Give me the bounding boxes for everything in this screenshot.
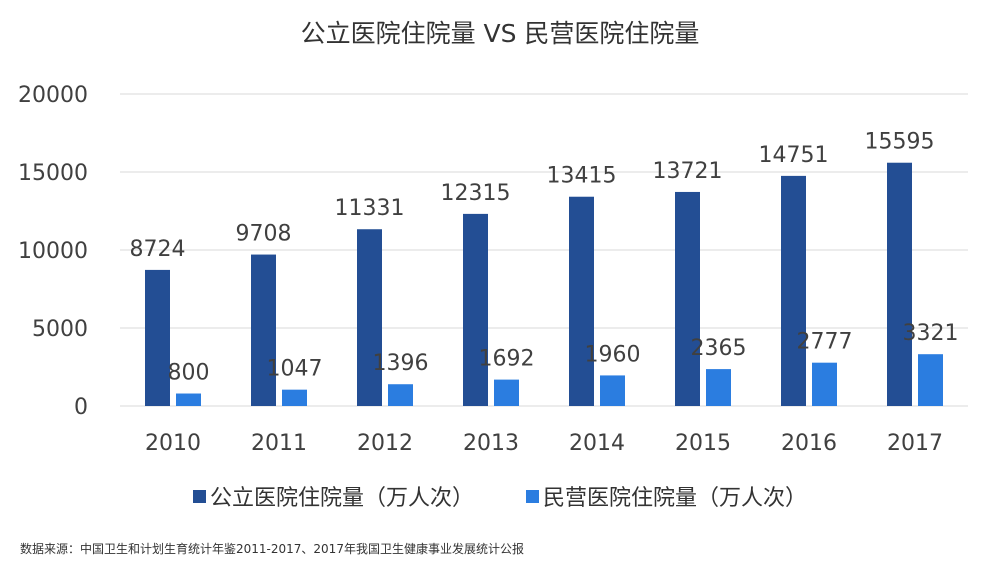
bar-public [887, 162, 912, 406]
bar-private [918, 354, 943, 406]
legend-item-private: 民营医院住院量（万人次） [526, 480, 807, 512]
bar-private [600, 375, 625, 406]
data-label: 14751 [759, 143, 829, 168]
legend-item-public: 公立医院住院量（万人次） [192, 480, 474, 512]
data-label: 15595 [865, 130, 935, 155]
x-tick-label: 2017 [887, 431, 943, 456]
bar-public [569, 196, 594, 406]
data-label: 11331 [335, 196, 405, 221]
data-label: 13721 [653, 159, 723, 184]
data-label: 12315 [441, 181, 511, 206]
x-tick-label: 2013 [463, 431, 519, 456]
data-label: 2365 [691, 336, 747, 361]
bar-private [812, 362, 837, 406]
bar-public [675, 191, 700, 406]
y-tick-label: 20000 [18, 83, 88, 108]
y-tick-label: 10000 [18, 239, 88, 264]
bar-public [781, 175, 806, 406]
x-tick-label: 2010 [145, 431, 201, 456]
data-label: 2777 [797, 330, 853, 355]
x-tick-label: 2016 [781, 431, 837, 456]
data-label: 1047 [267, 357, 323, 382]
bar-private [494, 379, 519, 406]
bar-private [706, 369, 731, 406]
data-label: 9708 [236, 222, 292, 247]
bar-private [388, 384, 413, 406]
bar-public [145, 269, 170, 406]
x-tick-label: 2014 [569, 431, 625, 456]
legend-label-public: 公立医院住院量（万人次） [209, 486, 474, 511]
legend-label-private: 民营医院住院量（万人次） [543, 486, 808, 511]
legend-swatch-public [192, 489, 206, 503]
data-label: 1396 [373, 351, 429, 376]
legend-swatch-private [526, 489, 539, 503]
legend: 公立医院住院量（万人次） 民营医院住院量（万人次） [0, 480, 1000, 512]
data-label: 3321 [903, 321, 959, 346]
data-label: 8724 [130, 237, 186, 262]
x-tick-label: 2011 [251, 431, 307, 456]
chart-title: 公立医院住院量 VS 民营医院住院量 [300, 19, 700, 48]
bar-private [176, 393, 201, 406]
data-label: 1692 [479, 347, 535, 372]
bar-public [463, 213, 488, 406]
data-label: 800 [168, 361, 210, 386]
x-tick-label: 2015 [675, 431, 731, 456]
x-tick-label: 2012 [357, 431, 413, 456]
bar-public [357, 229, 382, 406]
bar-public [251, 254, 276, 406]
data-label: 13415 [547, 164, 617, 189]
bar-private [282, 389, 307, 406]
y-tick-label: 0 [74, 395, 88, 420]
y-tick-label: 5000 [32, 317, 88, 342]
source-note: 数据来源：中国卫生和计划生育统计年鉴2011-2017、2017年我国卫生健康事… [20, 542, 524, 556]
data-label: 1960 [585, 342, 641, 367]
y-tick-label: 15000 [18, 161, 88, 186]
